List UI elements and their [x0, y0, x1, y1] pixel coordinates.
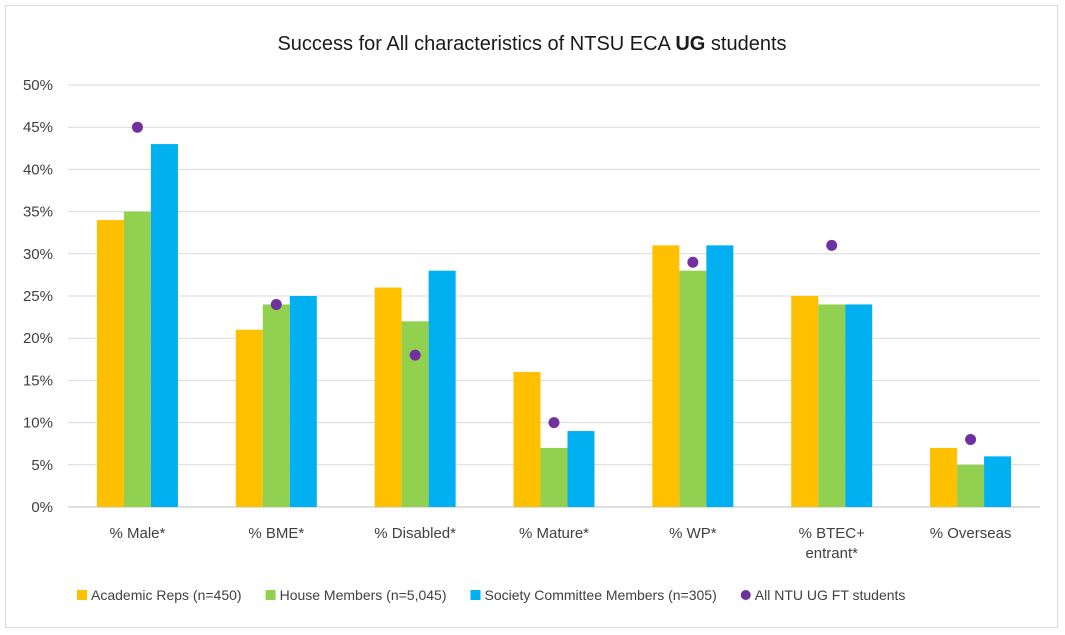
bar	[652, 245, 680, 508]
x-category-label-line: % Mature*	[519, 525, 589, 542]
y-tick-label: 15%	[23, 372, 53, 389]
y-tick-label: 50%	[23, 77, 53, 94]
marker-point	[687, 256, 699, 268]
y-tick-label: 40%	[23, 161, 53, 178]
legend-label: House Members (n=5,045)	[280, 587, 447, 603]
chart-title-prefix: Success for All characteristics of NTSU …	[277, 33, 675, 55]
marker-point	[270, 298, 282, 310]
bar	[513, 371, 541, 507]
chart-title-suffix: students	[705, 33, 786, 55]
bar	[289, 296, 317, 507]
legend-item: All NTU UG FT students	[740, 587, 906, 603]
bar	[679, 270, 707, 507]
legend-label: Society Committee Members (n=305)	[485, 587, 717, 603]
bar	[540, 447, 568, 507]
bar	[374, 287, 402, 507]
y-tick-label: 10%	[23, 415, 53, 432]
marker-point	[548, 417, 560, 429]
marker-point	[409, 349, 421, 361]
x-category-label: % BME*	[248, 525, 304, 542]
bar	[845, 304, 873, 507]
legend-label: All NTU UG FT students	[755, 587, 906, 603]
legend-label: Academic Reps (n=450)	[91, 587, 242, 603]
y-axis: 0% 5% 10% 15% 20% 25% 30% 35% 40% 45% 50%	[23, 77, 53, 516]
x-category-label: % Overseas	[930, 525, 1012, 542]
marker-point	[826, 239, 838, 251]
bar	[706, 245, 734, 508]
chart-frame	[5, 5, 1058, 628]
x-category-label: % WP*	[669, 525, 717, 542]
bar	[930, 447, 958, 507]
y-tick-label: 20%	[23, 330, 53, 347]
legend-marker	[740, 590, 751, 600]
x-category-label: % Mature*	[519, 525, 589, 542]
legend: Academic Reps (n=450) House Members (n=5,…	[77, 587, 905, 603]
x-category-label-line: % WP*	[669, 525, 717, 542]
x-category-label-line: % BTEC+	[799, 525, 866, 542]
legend-swatch	[77, 590, 87, 600]
x-category-label: % Male*	[109, 525, 165, 542]
y-tick-label: 35%	[23, 204, 53, 221]
bar	[96, 220, 124, 508]
legend-swatch	[470, 590, 481, 600]
bar	[123, 211, 151, 507]
legend-item: Academic Reps (n=450)	[77, 587, 242, 603]
gridlines	[68, 84, 1040, 508]
x-category-label-line: % BME*	[248, 525, 304, 542]
y-tick-label: 5%	[31, 457, 53, 474]
chart-title: Success for All characteristics of NTSU …	[277, 33, 786, 55]
bar	[262, 304, 290, 507]
y-tick-label: 30%	[23, 246, 53, 263]
bar	[957, 464, 985, 507]
bar	[791, 296, 819, 507]
markers	[131, 121, 977, 445]
chart-title-bold: UG	[675, 33, 705, 55]
bar	[818, 304, 846, 507]
bars	[96, 144, 1012, 508]
legend-item: House Members (n=5,045)	[265, 587, 447, 603]
x-category-label: % Disabled*	[374, 525, 456, 542]
bar	[150, 144, 178, 507]
y-tick-label: 25%	[23, 288, 53, 305]
bar	[567, 431, 595, 507]
bar	[428, 270, 456, 507]
x-category-label: % BTEC+ entrant*	[799, 525, 866, 562]
y-tick-label: 45%	[23, 119, 53, 136]
legend-item: Society Committee Members (n=305)	[470, 587, 717, 603]
bar	[235, 329, 263, 507]
marker-point	[131, 121, 143, 133]
x-axis: % Male* % BME* % Disabled* % Mature* % WP* % …	[109, 525, 1011, 562]
marker-point	[965, 433, 977, 445]
x-category-label-line: % Male*	[109, 525, 165, 542]
bar	[984, 456, 1012, 507]
legend-swatch	[265, 590, 276, 600]
x-category-label-line: entrant*	[805, 545, 858, 562]
bar	[401, 321, 429, 507]
x-category-label-line: % Disabled*	[374, 525, 456, 542]
y-tick-label: 0%	[31, 499, 53, 516]
x-category-label-line: % Overseas	[930, 525, 1012, 542]
